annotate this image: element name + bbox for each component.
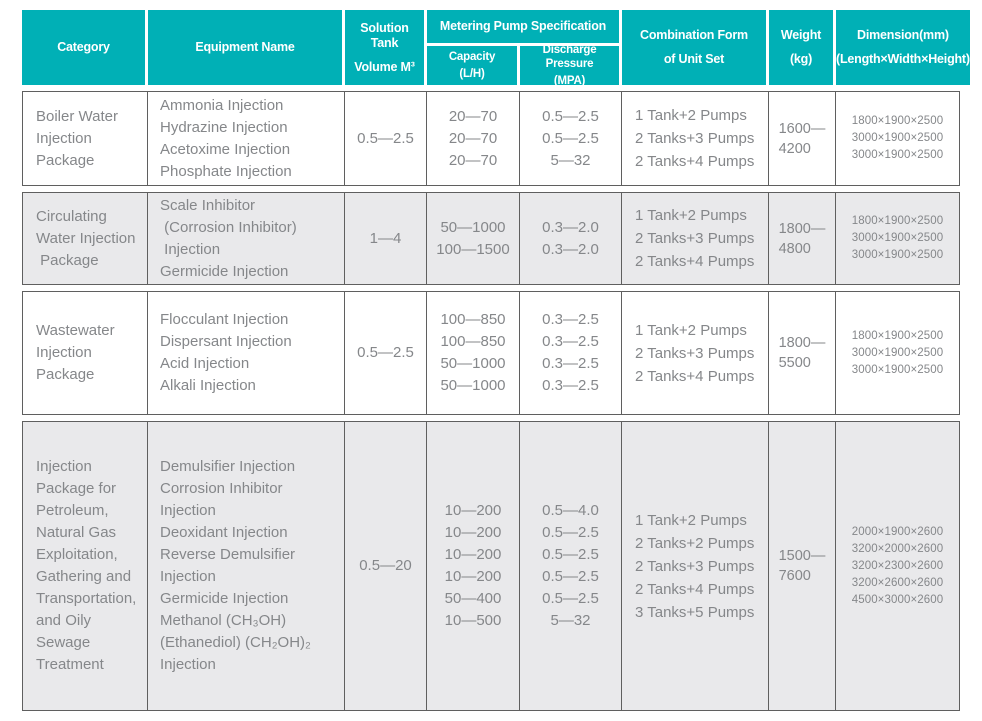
combination-cell: 1 Tank+2 Pumps 2 Tanks+3 Pumps 2 Tanks+4 P… [622, 92, 769, 185]
weight-cell: 1800— 4800 [769, 193, 836, 284]
category-cell: Injection Package for Petroleum, Natural Ga… [23, 422, 148, 710]
table-header: Category Equipment Name Solution Tank Vo… [22, 10, 970, 87]
capacity-cell: 100—850 100—850 50—1000 50—1000 [427, 292, 520, 414]
category-cell: Wastewater Injection Package [23, 292, 148, 414]
dimension-cell: 1800×1900×2500 3000×1900×2500 3000×1900×25… [851, 215, 944, 261]
tank-volume-cell: 1—4 [345, 193, 427, 284]
capacity-cell: 20—70 20—70 20—70 [427, 92, 520, 185]
table-row: Boiler Water Injection Package Ammonia Inj… [22, 91, 960, 186]
equipment-cell: Ammonia Injection Hydrazine Injection Acet… [148, 92, 345, 185]
header-dimension: Dimension(mm) (Length×Width×Height) [836, 10, 970, 85]
equipment-cell: Flocculant Injection Dispersant Injection… [148, 292, 345, 414]
injection-package-spec-table: Category Equipment Name Solution Tank Vo… [22, 10, 970, 711]
header-capacity: Capacity (L/H) [427, 46, 520, 85]
header-weight: Weight (kg) [769, 10, 836, 85]
combination-cell: 1 Tank+2 Pumps 2 Tanks+3 Pumps 2 Tanks+4 P… [622, 292, 769, 414]
dimension-cell: 1800×1900×2500 3000×1900×2500 3000×1900×25… [851, 329, 944, 376]
header-solution-tank-volume: Solution Tank Volume M³ [345, 10, 427, 85]
dimension-cell: 2000×1900×2600 3200×2000×2600 3200×2300×26… [851, 525, 944, 606]
weight-cell: 1600— 4200 [769, 92, 836, 185]
header-discharge-pressure: Discharge Pressure (MPA) [520, 44, 622, 87]
pressure-cell: 0.5—2.5 0.5—2.5 5—32 [520, 92, 622, 185]
header-metering-pump-spec-group: Metering Pump Specification [427, 10, 622, 46]
combination-cell: 1 Tank+2 Pumps 2 Tanks+3 Pumps 2 Tanks+4 P… [622, 193, 769, 284]
category-cell: Boiler Water Injection Package [23, 92, 148, 185]
category-cell: Circulating Water Injection Package [23, 193, 148, 284]
header-category: Category [22, 10, 148, 85]
weight-cell: 1800— 5500 [769, 292, 836, 414]
capacity-cell: 50—1000 100—1500 [427, 193, 520, 284]
header-combination-form: Combination Form of Unit Set [622, 10, 769, 85]
pressure-cell: 0.3—2.0 0.3—2.0 [520, 193, 622, 284]
table-row: Circulating Water Injection Package Scale… [22, 192, 960, 285]
pressure-cell: 0.5—4.0 0.5—2.5 0.5—2.5 0.5—2.5 0.5—2.5 5—32 [520, 422, 622, 710]
pressure-cell: 0.3—2.5 0.3—2.5 0.3—2.5 0.3—2.5 [520, 292, 622, 414]
equipment-cell: Demulsifier Injection Corrosion Inhibitor… [148, 422, 345, 710]
capacity-cell: 10—200 10—200 10—200 10—200 50—400 10—500 [427, 422, 520, 710]
table-row: Wastewater Injection Package Flocculant In… [22, 291, 960, 415]
table-row: Injection Package for Petroleum, Natural Ga… [22, 421, 960, 711]
weight-cell: 1500— 7600 [769, 422, 836, 710]
header-equipment-name: Equipment Name [148, 10, 345, 85]
tank-volume-cell: 0.5—2.5 [345, 292, 427, 414]
equipment-cell: Scale Inhibitor (Corrosion Inhibitor) In… [148, 193, 345, 284]
dimension-cell: 1800×1900×2500 3000×1900×2500 3000×1900×25… [851, 115, 944, 161]
combination-cell: 1 Tank+2 Pumps 2 Tanks+2 Pumps 2 Tanks+3 P… [622, 422, 769, 710]
tank-volume-cell: 0.5—20 [345, 422, 427, 710]
tank-volume-cell: 0.5—2.5 [345, 92, 427, 185]
